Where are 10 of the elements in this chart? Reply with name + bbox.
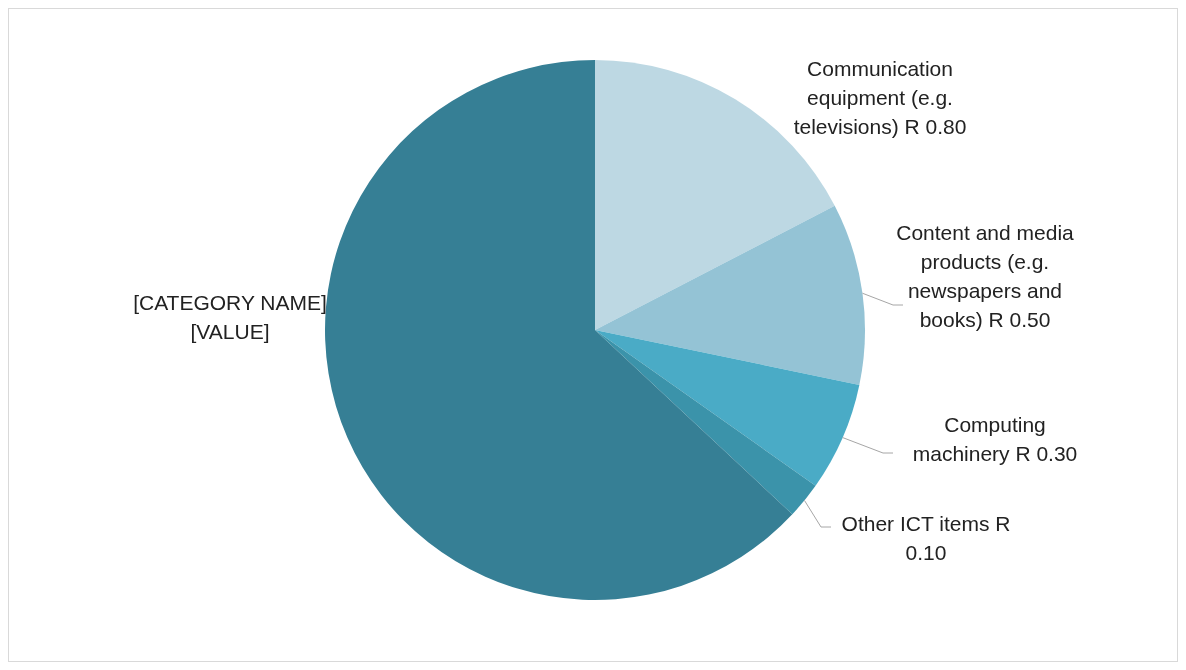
data-label: [VALUE] (190, 320, 270, 343)
pie-slice (595, 330, 816, 515)
slice-label: Computing machinery R 0.30 (912, 413, 1078, 465)
slice-label: Communication equipment (e.g. televisions) R 0.80 (793, 57, 967, 138)
pie-slice (325, 60, 793, 600)
pie-slice (595, 330, 860, 486)
pie-slice (595, 205, 865, 385)
slice-label: Other ICT items R 0.10 (841, 512, 1011, 564)
slice-label: Content and media products (e.g. newspapers and books) R 0.50 (896, 221, 1075, 331)
slice-label: [CATEGORY NAME] (133, 291, 327, 314)
